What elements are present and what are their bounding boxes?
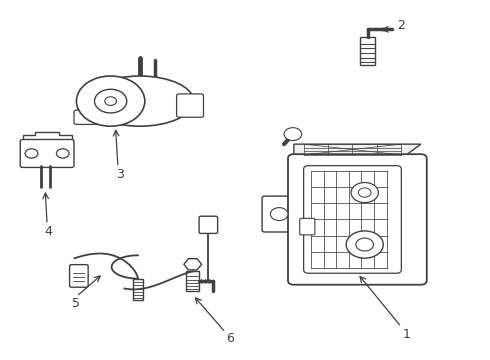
FancyBboxPatch shape (304, 166, 401, 273)
Polygon shape (294, 144, 421, 158)
Circle shape (25, 149, 38, 158)
Circle shape (351, 183, 378, 203)
FancyBboxPatch shape (262, 196, 301, 232)
Text: 1: 1 (402, 328, 410, 341)
FancyBboxPatch shape (70, 265, 88, 287)
Ellipse shape (86, 76, 194, 126)
Circle shape (95, 89, 127, 113)
FancyBboxPatch shape (20, 139, 74, 167)
Bar (186, 271, 198, 291)
FancyBboxPatch shape (360, 37, 375, 65)
Circle shape (76, 76, 145, 126)
FancyBboxPatch shape (300, 219, 315, 235)
Polygon shape (23, 132, 72, 142)
Text: 6: 6 (226, 332, 234, 345)
FancyBboxPatch shape (288, 154, 427, 285)
Text: 2: 2 (397, 19, 405, 32)
FancyBboxPatch shape (176, 94, 203, 117)
Circle shape (356, 238, 373, 251)
Text: 5: 5 (73, 297, 80, 310)
Circle shape (346, 231, 383, 258)
Circle shape (270, 208, 288, 221)
Circle shape (358, 188, 371, 197)
FancyBboxPatch shape (74, 110, 106, 125)
FancyBboxPatch shape (199, 216, 218, 233)
Circle shape (105, 97, 117, 105)
Circle shape (56, 149, 69, 158)
Circle shape (284, 128, 302, 140)
Bar (133, 279, 144, 300)
Polygon shape (184, 259, 201, 270)
Text: 4: 4 (44, 225, 52, 238)
Text: 3: 3 (117, 168, 124, 181)
